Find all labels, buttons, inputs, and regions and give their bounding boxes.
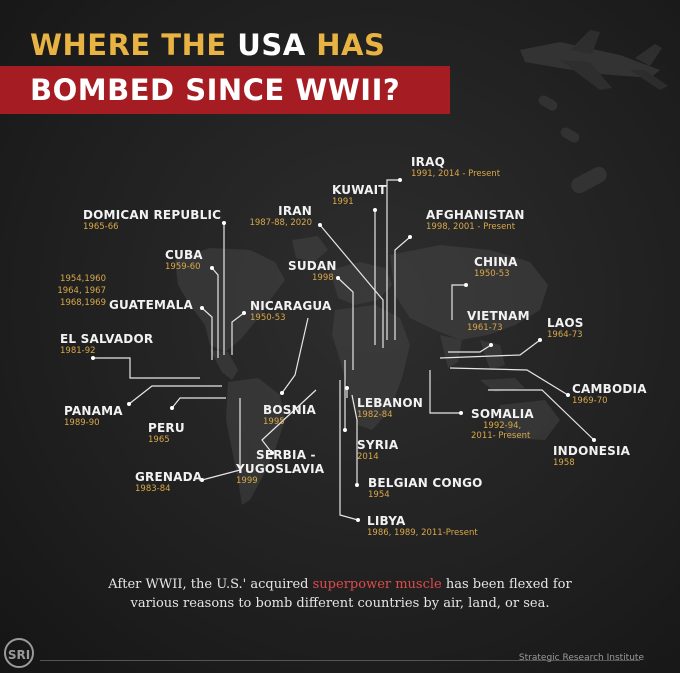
label-nicaragua: NICARAGUA 1950-53	[250, 299, 332, 323]
label-indonesia: INDONESIA 1958	[553, 444, 631, 468]
title-line-1: WHERE THE USA HAS	[30, 28, 386, 62]
label-china: CHINA 1950-53	[474, 255, 518, 279]
label-somalia: SOMALIA 1992-94, 2011- Present	[471, 407, 534, 441]
label-sudan: SUDAN 1998	[288, 259, 337, 283]
label-iran: IRAN 1987-88, 2020	[249, 204, 312, 228]
brand-name: Strategic Research Institute	[518, 653, 644, 663]
sri-logo: SRI	[4, 638, 34, 668]
world-map	[175, 236, 560, 505]
location-dots	[91, 178, 596, 522]
label-panama: PANAMA 1989-90	[64, 404, 123, 428]
label-laos: LAOS 1964-73	[547, 316, 584, 340]
label-dominican-republic: DOMICAN REPUBLIC 1965-66	[83, 208, 222, 232]
label-lebanon: LEBANON 1982-84	[357, 396, 423, 420]
label-kuwait: KUWAIT 1991	[332, 183, 387, 207]
label-syria: SYRIA 2014	[357, 438, 399, 462]
label-iraq: IRAQ 1991, 2014 - Present	[411, 155, 501, 179]
title-line-2: BOMBED SINCE WWII?	[30, 73, 401, 107]
label-vietnam: VIETNAM 1961-73	[467, 309, 530, 333]
bomber-jet-icon	[520, 30, 668, 90]
label-grenada: GRENADA 1983-84	[135, 470, 203, 494]
label-belgian-congo: BELGIAN CONGO 1954	[368, 476, 483, 500]
label-bosnia: BOSNIA 1995	[263, 403, 316, 427]
label-guatemala-years: 1954,1960 1964, 1967 1968,1969	[57, 274, 106, 308]
label-serbia-yugoslavia: SERBIA - YUGOSLAVIA 1999	[236, 448, 325, 486]
footer-highlight: superpower muscle	[312, 577, 442, 592]
label-cuba: CUBA 1959-60	[165, 248, 203, 272]
falling-bomb-icon	[538, 95, 607, 194]
label-guatemala: GUATEMALA	[109, 298, 193, 312]
label-peru: PERU 1965	[148, 421, 185, 445]
label-cambodia: CAMBODIA 1969-70	[572, 382, 647, 406]
label-el-salvador: EL SALVADOR 1981-92	[60, 332, 154, 356]
title-banner	[0, 66, 450, 114]
footer-divider	[40, 660, 640, 661]
footer-caption: After WWII, the U.S.' acquired superpowe…	[108, 577, 572, 611]
label-afghanistan: AFGHANISTAN 1998, 2001 - Present	[426, 208, 525, 232]
label-libya: LIBYA 1986, 1989, 2011-Present	[367, 514, 478, 538]
